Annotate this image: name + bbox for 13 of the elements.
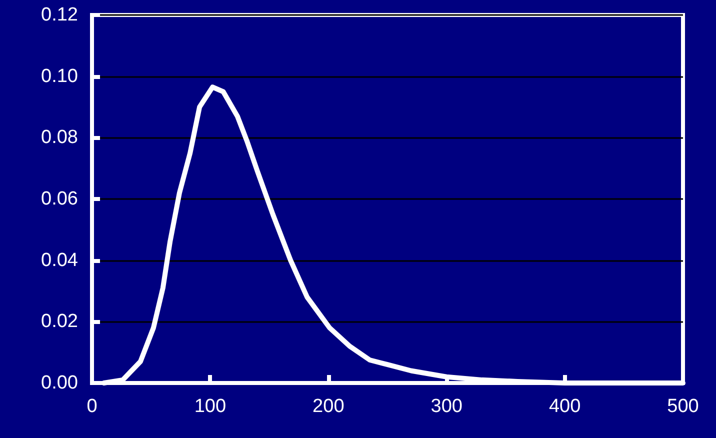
x-tick-label: 200	[312, 396, 344, 417]
x-tick-label: 500	[667, 396, 699, 417]
y-tick-label: 0.08	[41, 127, 78, 148]
y-tick-label: 0.12	[41, 4, 78, 26]
x-tick-label: 0	[86, 396, 98, 417]
x-tick-label: 400	[548, 396, 581, 417]
y-tick-label: 0.02	[41, 311, 78, 332]
y-tick-label: 0.06	[41, 188, 78, 210]
x-tick-label: 100	[194, 396, 226, 417]
y-tick-label: 0.10	[41, 66, 78, 87]
y-tick-label: 0.04	[41, 250, 78, 271]
y-tick-label: 0.00	[41, 372, 78, 394]
x-tick-label: 300	[430, 396, 462, 417]
